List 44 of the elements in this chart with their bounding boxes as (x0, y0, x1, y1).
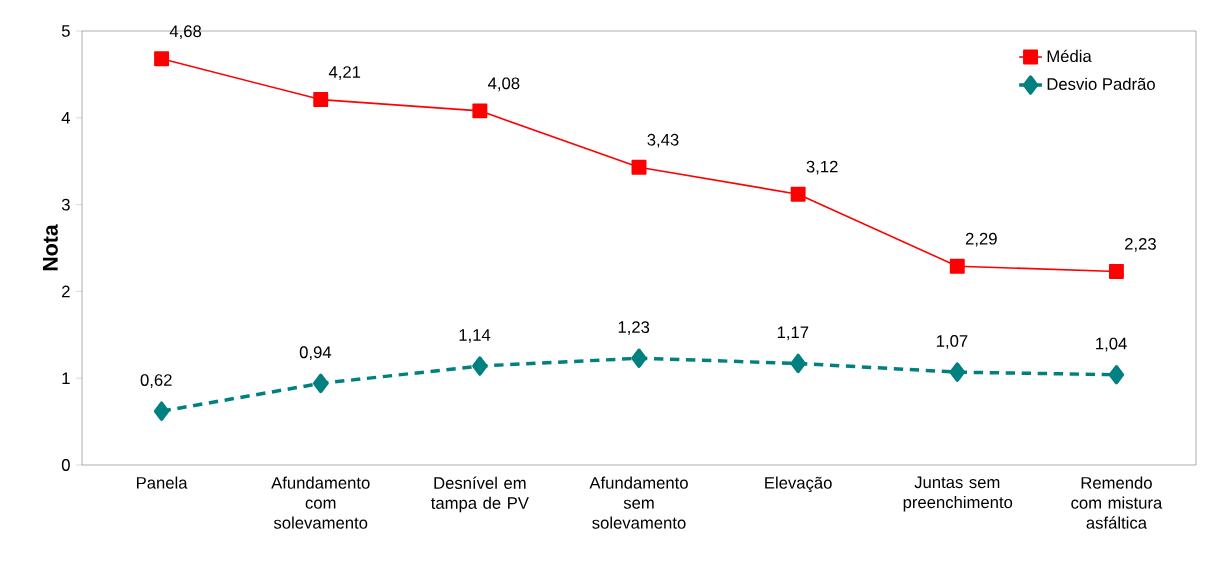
x-tick-label: Afundamento com solevamento (271, 476, 370, 529)
x-tick-label: Remendo com mistura asfáltica (1071, 476, 1163, 529)
point (949, 258, 965, 274)
x-tick-label: Elevação (765, 476, 832, 493)
point (472, 356, 488, 376)
point (790, 186, 806, 202)
data-label: 4,68 (169, 25, 202, 40)
y-tick-label: 0 (61, 459, 70, 471)
data-label: 0,62 (140, 374, 172, 388)
point (631, 348, 647, 368)
point (1108, 364, 1125, 385)
x-tick-label: Afundamento sem solevamento (589, 476, 688, 529)
y-tick-label: 5 (61, 25, 70, 37)
x-tick-label: Panela (136, 476, 188, 489)
y-tick-label: 1 (62, 372, 70, 384)
point (1108, 263, 1124, 279)
data-label: 1,07 (937, 335, 968, 349)
y-tick-label: 4 (61, 112, 71, 124)
data-label: 2,23 (1125, 237, 1156, 252)
point (472, 103, 488, 119)
data-label: 1,04 (1096, 337, 1127, 352)
legend-label: Desvio Padrão (1047, 77, 1155, 90)
data-label: 2,29 (965, 232, 997, 247)
data-label: 1,17 (777, 326, 809, 341)
data-label: 4,21 (328, 66, 361, 80)
y-axis-title: Nota (42, 224, 58, 271)
point (154, 51, 170, 67)
legend-label: Média (1047, 49, 1092, 63)
data-label: 3,43 (647, 133, 679, 148)
y-tick-label: 3 (61, 198, 70, 211)
point (153, 401, 170, 421)
data-label: 1,14 (459, 329, 491, 343)
point (790, 353, 806, 374)
data-label: 3,12 (806, 160, 838, 175)
x-tick-label: Juntas sem preenchimento (903, 476, 1013, 512)
data-label: 1,23 (618, 321, 650, 335)
point (313, 92, 329, 108)
data-label: 4,08 (488, 77, 520, 92)
x-tick-label: Desnível em tampa de PV (431, 476, 529, 513)
point (631, 159, 647, 175)
point (312, 373, 329, 394)
point (949, 362, 966, 382)
y-tick-label: 2 (62, 285, 70, 298)
data-label: 0,94 (299, 346, 332, 361)
